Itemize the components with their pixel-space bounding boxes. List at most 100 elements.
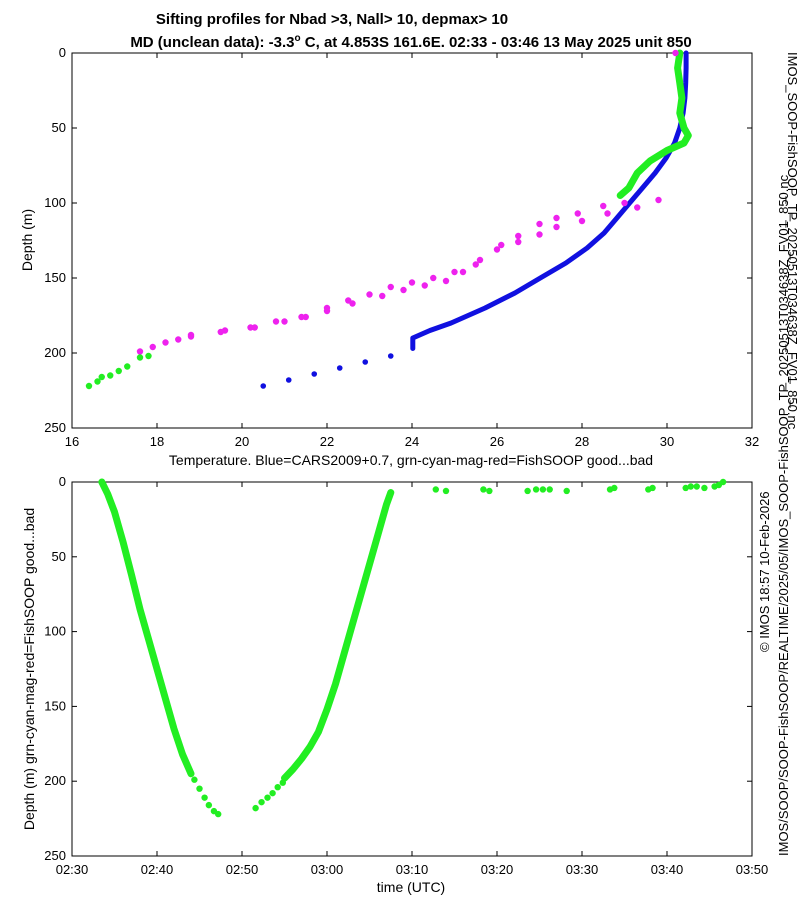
top-point-fishsoop-bad-upcast	[366, 291, 373, 298]
bottom-point-fishsoop-good-bottom	[258, 798, 265, 806]
top-point-fishsoop-bad-upcast	[578, 217, 586, 225]
top-point-fishsoop-bad	[459, 268, 467, 276]
top-point-fishsoop-good-deep	[98, 373, 105, 381]
top-point-fishsoop-good-deep	[107, 372, 114, 379]
top-plot-marks	[85, 49, 692, 390]
bottom-point-fishsoop-good-bottom	[196, 785, 203, 792]
top-point-fishsoop-good-deep	[115, 367, 122, 375]
top-point-fishsoop-bad-upcast	[302, 313, 309, 321]
bottom-point-fishsoop-good-bottom	[252, 804, 259, 812]
chart-title-line2: MD (unclean data): -3.3o C, at 4.853S 16…	[130, 33, 691, 51]
top-point-fishsoop-bad	[655, 196, 662, 204]
top-point-fishsoop-bad-upcast	[634, 204, 641, 211]
title-line2-pre: MD (unclean data): -3.3	[130, 34, 294, 51]
top-x-tick-label: 32	[745, 434, 759, 449]
top-y-tick-label: 100	[44, 195, 66, 210]
top-point-fishsoop-bad-upcast	[323, 304, 331, 312]
bottom-point-fishsoop-good-surface	[539, 486, 547, 493]
top-x-tick-label: 18	[150, 434, 164, 449]
top-point-fishsoop-bad-upcast	[604, 210, 611, 217]
top-point-fishsoop-good-deep	[136, 354, 144, 361]
bottom-x-tick-label: 03:30	[566, 862, 599, 877]
top-y-axis-label: Depth (m)	[19, 209, 35, 271]
bottom-x-tick-label: 03:20	[481, 862, 514, 877]
bottom-point-fishsoop-good-surface	[524, 487, 531, 495]
bottom-y-tick-label: 200	[44, 773, 66, 788]
top-y-tick-label: 200	[44, 345, 66, 360]
bottom-x-tick-label: 02:40	[141, 862, 174, 877]
netcdf-filename-label: IMOS_SOOP-FishSOOP_TP_20250513T034638Z_F…	[785, 52, 800, 430]
bottom-x-axis-label: time (UTC)	[377, 879, 445, 895]
top-point-cars2009-0-7	[387, 353, 394, 359]
bottom-point-fishsoop-good-bottom	[269, 789, 276, 797]
bottom-axis-ticks: 02:30 02:40 02:50 03:00 03:10 03:20 03:30 03:40…	[44, 474, 768, 877]
title-line2-degree: o	[295, 33, 301, 44]
top-point-cars2009-0-7	[336, 365, 343, 371]
top-point-fishsoop-bad	[553, 214, 560, 222]
bottom-point-fishsoop-good-bottom	[264, 794, 271, 801]
top-point-fishsoop-bad-upcast	[472, 261, 479, 268]
bottom-point-fishsoop-good-bottom	[191, 776, 198, 783]
top-point-cars2009-0-7	[311, 371, 318, 377]
chart-title-line1: Sifting profiles for Nbad >3, Nall> 10, …	[156, 11, 508, 28]
top-point-fishsoop-bad-upcast	[553, 223, 560, 231]
bottom-y-tick-label: 0	[59, 474, 66, 489]
bottom-point-fishsoop-good-surface	[693, 483, 700, 490]
top-x-tick-label: 20	[235, 434, 249, 449]
bottom-point-fishsoop-good-surface	[682, 484, 689, 492]
top-point-fishsoop-bad-upcast	[536, 231, 543, 238]
bottom-point-fishsoop-good-surface	[532, 486, 540, 493]
top-point-fishsoop-bad	[421, 282, 428, 289]
bottom-x-tick-label: 03:10	[396, 862, 429, 877]
top-plot-frame	[71, 52, 753, 429]
top-point-fishsoop-bad	[400, 286, 407, 294]
top-point-fishsoop-bad-upcast	[345, 297, 352, 304]
bottom-point-fishsoop-good-surface	[486, 487, 493, 495]
top-y-tick-label: 250	[44, 420, 66, 435]
top-series-cars2009-0-7	[410, 50, 689, 351]
top-point-fishsoop-bad	[272, 318, 280, 325]
top-point-fishsoop-bad	[442, 277, 450, 285]
top-point-fishsoop-good-deep	[94, 378, 101, 385]
bottom-x-tick-label: 03:40	[651, 862, 684, 877]
top-point-fishsoop-bad-upcast	[430, 274, 437, 282]
bottom-point-fishsoop-good-bottom	[205, 801, 213, 809]
top-point-cars2009-0-7	[285, 377, 292, 383]
bottom-point-fishsoop-good-surface	[546, 486, 553, 493]
top-point-fishsoop-bad-upcast	[221, 327, 229, 334]
top-point-fishsoop-bad	[149, 343, 156, 351]
top-y-tick-label: 50	[52, 120, 66, 135]
top-y-tick-label: 0	[59, 45, 66, 60]
top-x-tick-label: 28	[575, 434, 589, 449]
bottom-plot-marks	[98, 478, 727, 818]
top-panel: 16 18 20 22 24 26 28 30 32 0 50 100 150 200 250 Temper…	[19, 45, 759, 468]
top-point-fishsoop-bad	[379, 292, 386, 300]
title-line2-post: C, at 4.853S 161.6E. 02:33 - 03:46 13 Ma…	[301, 34, 692, 51]
bottom-y-axis-label: Depth (m) grn-cyan-mag-red=FishSOOP good…	[21, 508, 37, 830]
top-point-cars2009-0-7	[260, 383, 267, 389]
top-point-fishsoop-bad	[476, 256, 484, 264]
top-point-cars2009-0-7	[362, 359, 369, 365]
top-point-fishsoop-bad	[136, 348, 144, 355]
top-point-fishsoop-bad-upcast	[451, 268, 458, 276]
top-point-fishsoop-bad-upcast	[187, 331, 195, 339]
top-point-fishsoop-bad-upcast	[387, 283, 394, 291]
top-point-fishsoop-bad	[498, 241, 505, 249]
top-series-fishsoop-good-surface	[616, 49, 692, 199]
top-x-tick-label: 30	[660, 434, 674, 449]
bottom-point-fishsoop-good-bottom	[201, 794, 208, 801]
top-point-fishsoop-bad-upcast	[408, 279, 416, 286]
bottom-plot-frame	[71, 481, 753, 857]
top-point-fishsoop-bad-upcast	[515, 238, 522, 246]
top-axis-ticks: 16 18 20 22 24 26 28 30 32 0 50 100 150 200 250	[44, 45, 759, 449]
bottom-series-fishsoop-good-ascent	[281, 489, 395, 782]
bottom-point-fishsoop-good-surface	[611, 484, 618, 492]
top-x-tick-label: 24	[405, 434, 419, 449]
bottom-point-fishsoop-good-surface	[563, 487, 570, 495]
top-x-tick-label: 22	[320, 434, 334, 449]
bottom-x-tick-label: 03:50	[736, 862, 769, 877]
top-point-fishsoop-bad	[600, 202, 607, 210]
top-point-fishsoop-bad	[536, 220, 543, 228]
bottom-panel: 02:30 02:40 02:50 03:00 03:10 03:20 03:30 03:40…	[21, 474, 768, 895]
